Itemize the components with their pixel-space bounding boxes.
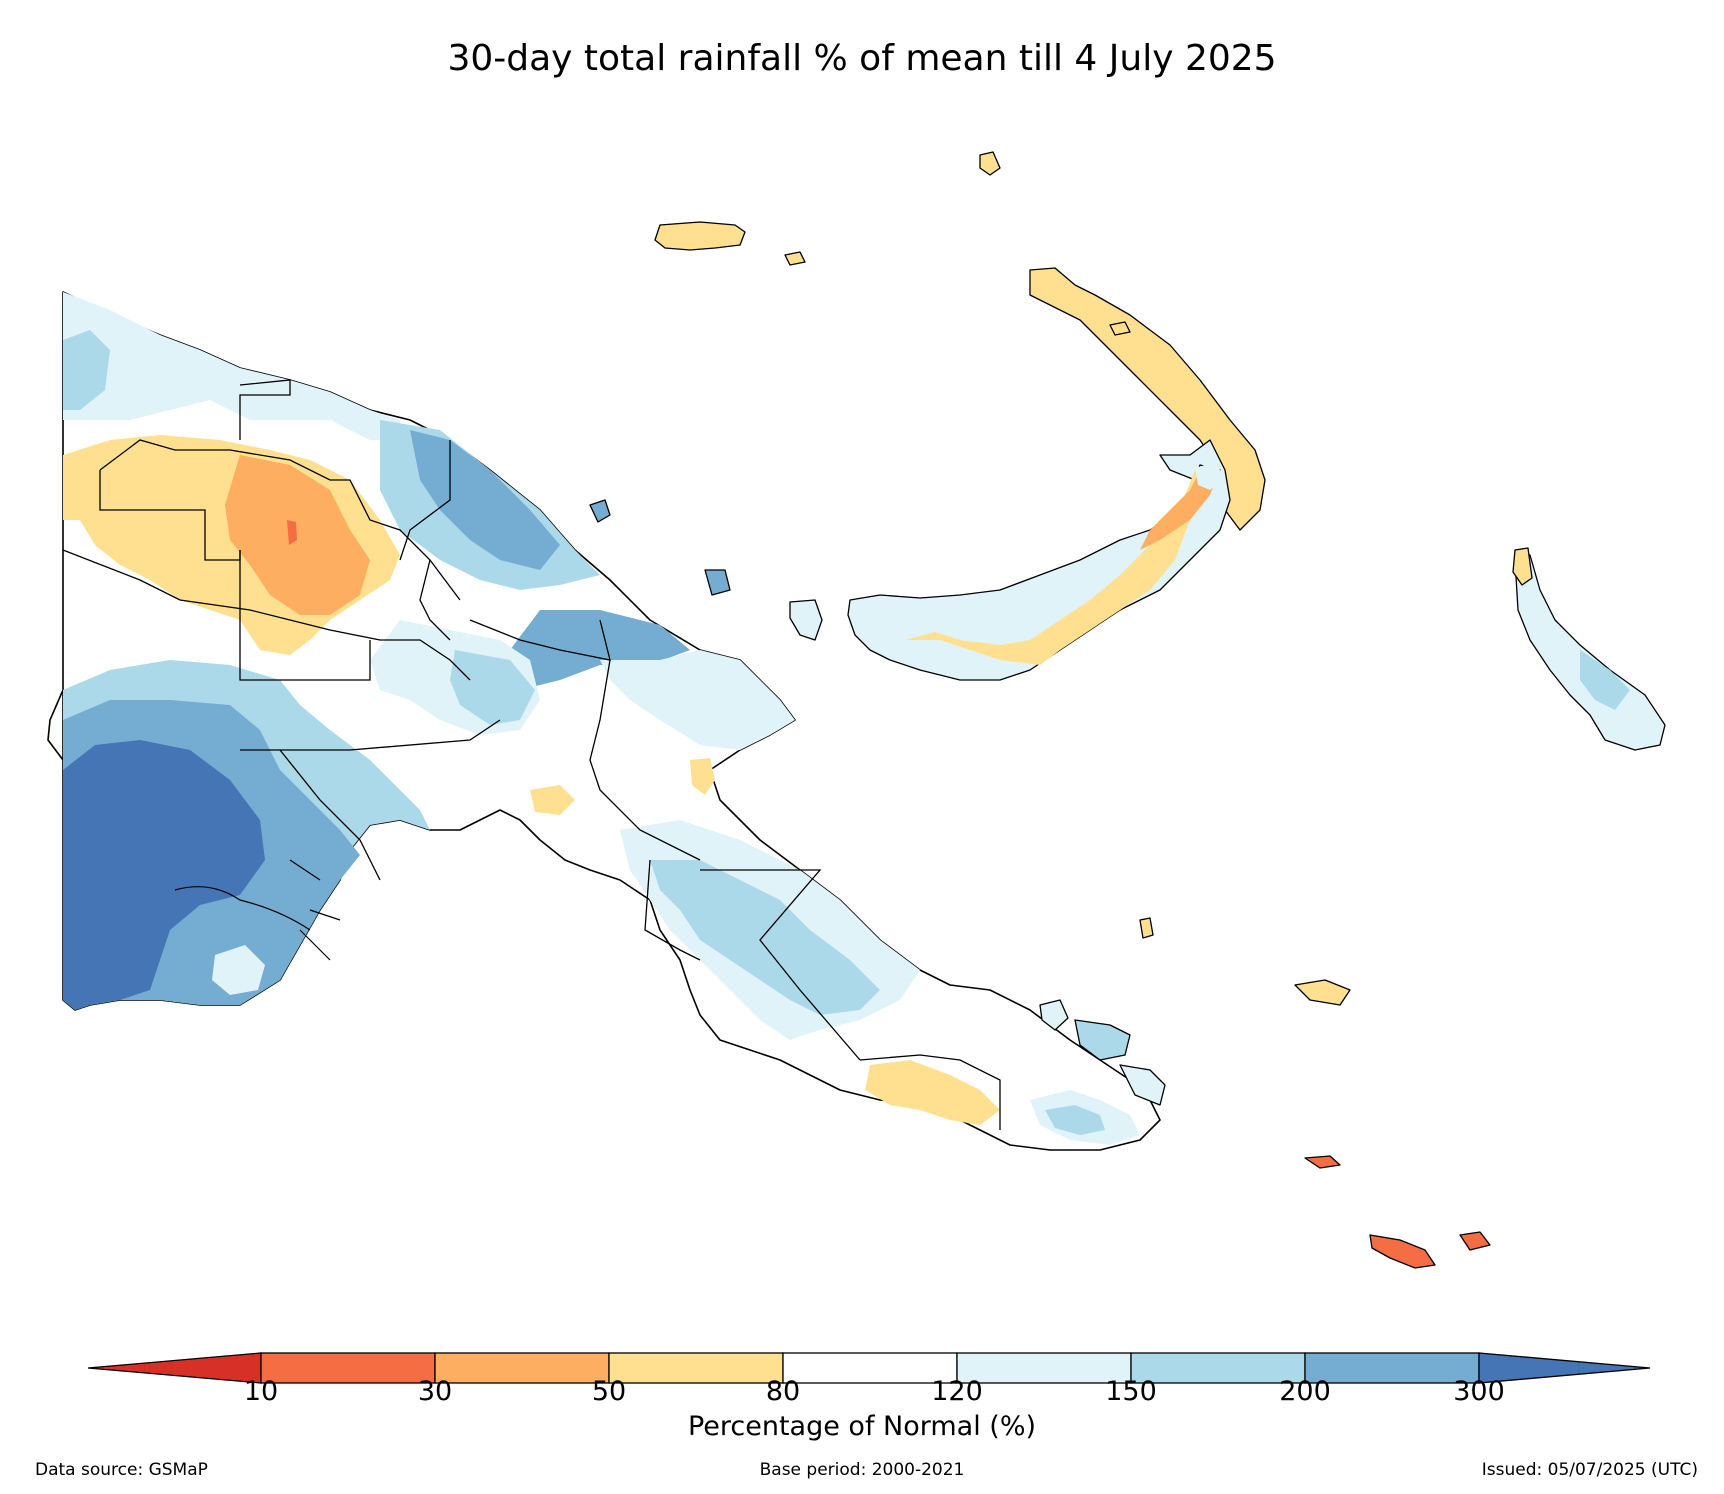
colorbar-tick-300: 300 bbox=[1453, 1376, 1505, 1407]
zone-orange-new-britain-east bbox=[1140, 470, 1220, 550]
islands bbox=[589, 151, 1666, 1269]
zone-lightblue-morobe bbox=[600, 650, 795, 750]
zone-blue-madang-deep bbox=[410, 430, 560, 570]
colorbar-bin-200-300 bbox=[1304, 1352, 1480, 1384]
colorbar-tick-50: 50 bbox=[591, 1376, 627, 1407]
rossel-island bbox=[1459, 1231, 1491, 1251]
mussau-island bbox=[979, 151, 1001, 176]
misima-island bbox=[1304, 1155, 1341, 1169]
goodenough-island bbox=[1039, 999, 1069, 1031]
karkar-island bbox=[589, 499, 611, 523]
buka-island bbox=[1512, 547, 1533, 586]
new-ireland bbox=[1029, 267, 1266, 531]
colorbar-bin-gt300 bbox=[1478, 1352, 1651, 1384]
trobriand-island bbox=[1139, 917, 1154, 939]
colorbar-tick-30: 30 bbox=[417, 1376, 453, 1407]
tagula-island bbox=[1369, 1234, 1436, 1269]
woodlark-island bbox=[1294, 979, 1351, 1006]
zone-blue-central bbox=[450, 650, 535, 725]
colorbar-bin-30-50 bbox=[434, 1352, 610, 1384]
zone-yellow-gulf bbox=[530, 785, 575, 815]
colorbar bbox=[87, 1352, 1651, 1384]
zone-blue-morobe bbox=[500, 610, 690, 690]
manus-island bbox=[654, 221, 746, 251]
colorbar-label: Percentage of Normal (%) bbox=[687, 1411, 1037, 1442]
long-island bbox=[704, 569, 731, 596]
mainland bbox=[47, 291, 1161, 1151]
zone-red-spot bbox=[287, 520, 297, 545]
colorbar-bin-80-120 bbox=[782, 1352, 958, 1384]
colorbar-bin-50-80 bbox=[608, 1352, 784, 1384]
small-island-manus-east bbox=[784, 251, 806, 266]
normanby-island bbox=[1119, 1064, 1166, 1106]
zone-blue-west-deep bbox=[63, 740, 265, 1010]
new-britain bbox=[847, 439, 1231, 681]
zone-yellow-morobe-coast bbox=[690, 758, 715, 795]
colorbar-bin-150-200 bbox=[1130, 1352, 1306, 1384]
colorbar-tick-150: 150 bbox=[1105, 1376, 1157, 1407]
zone-lightblue-nw bbox=[63, 292, 400, 440]
colorbar-tick-10: 10 bbox=[243, 1376, 279, 1407]
colorbar-bin-lt10 bbox=[87, 1352, 262, 1384]
zone-yellow-oro bbox=[865, 1060, 1000, 1125]
zone-orange-highlands bbox=[225, 455, 370, 615]
fergusson-island bbox=[1074, 1019, 1131, 1061]
map-title: 30-day total rainfall % of mean till 4 J… bbox=[447, 38, 1277, 79]
zone-lightblue-gazelle bbox=[1195, 462, 1225, 490]
province-boundaries bbox=[62, 379, 1001, 1130]
issued-date-note: Issued: 05/07/2025 (UTC) bbox=[1481, 1460, 1698, 1480]
base-period-note: Base period: 2000-2021 bbox=[759, 1460, 965, 1480]
fly-river-delta bbox=[174, 859, 341, 961]
zone-yellow-new-britain-west bbox=[905, 465, 1215, 665]
colorbar-tick-200: 200 bbox=[1279, 1376, 1331, 1407]
zone-blue-nw-corner bbox=[63, 330, 110, 410]
zone-blue-bougainville bbox=[1580, 650, 1630, 710]
zone-blue-south bbox=[650, 860, 880, 1015]
colorbar-tick-80: 80 bbox=[765, 1376, 801, 1407]
bougainville bbox=[1514, 554, 1666, 751]
umboi-island bbox=[789, 599, 823, 641]
new-hanover bbox=[1109, 321, 1131, 336]
colorbar-bin-10-30 bbox=[260, 1352, 436, 1384]
colorbar-tick-120: 120 bbox=[931, 1376, 983, 1407]
zone-white-patch-sw bbox=[212, 945, 265, 995]
data-source-note: Data source: GSMaP bbox=[35, 1460, 208, 1480]
zone-blue-milne bbox=[1045, 1105, 1105, 1135]
